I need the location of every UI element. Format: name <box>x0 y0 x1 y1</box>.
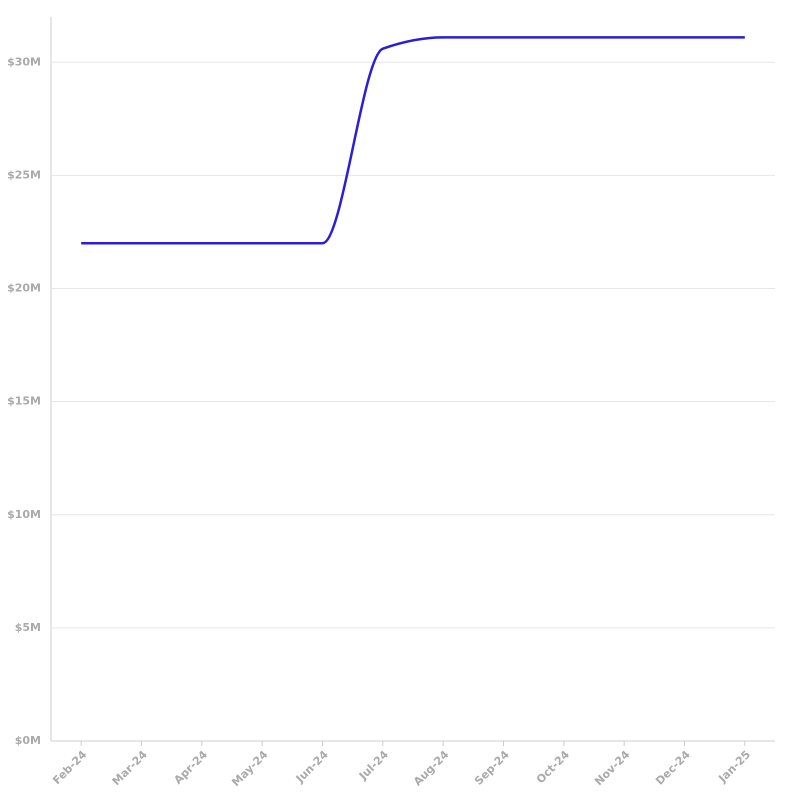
y-tick-label: $5M <box>15 621 41 634</box>
x-tick-label: Jun-24 <box>293 748 331 786</box>
x-tick-label: Jul-24 <box>356 748 391 783</box>
x-tick-label: May-24 <box>229 748 270 789</box>
x-tick-label: Apr-24 <box>171 748 210 787</box>
x-tick-label: Mar-24 <box>110 748 150 788</box>
y-tick-label: $20M <box>7 282 41 295</box>
y-tick-label: $25M <box>7 168 41 181</box>
line <box>81 36 745 245</box>
y-tick-label: $30M <box>7 55 41 68</box>
y-tick-label: $0M <box>15 734 41 747</box>
x-tick-label: Jan-25 <box>715 748 753 786</box>
x-tick-label: Nov-24 <box>592 748 632 788</box>
x-tick-label: Oct-24 <box>534 748 572 786</box>
y-tick-label: $10M <box>7 508 41 521</box>
x-tick-label: Feb-24 <box>50 748 89 787</box>
x-tick-label: Aug-24 <box>411 748 452 789</box>
x-tick-label: Dec-24 <box>653 748 693 788</box>
x-tick-label: Sep-24 <box>472 748 512 788</box>
y-tick-label: $15M <box>7 395 41 408</box>
